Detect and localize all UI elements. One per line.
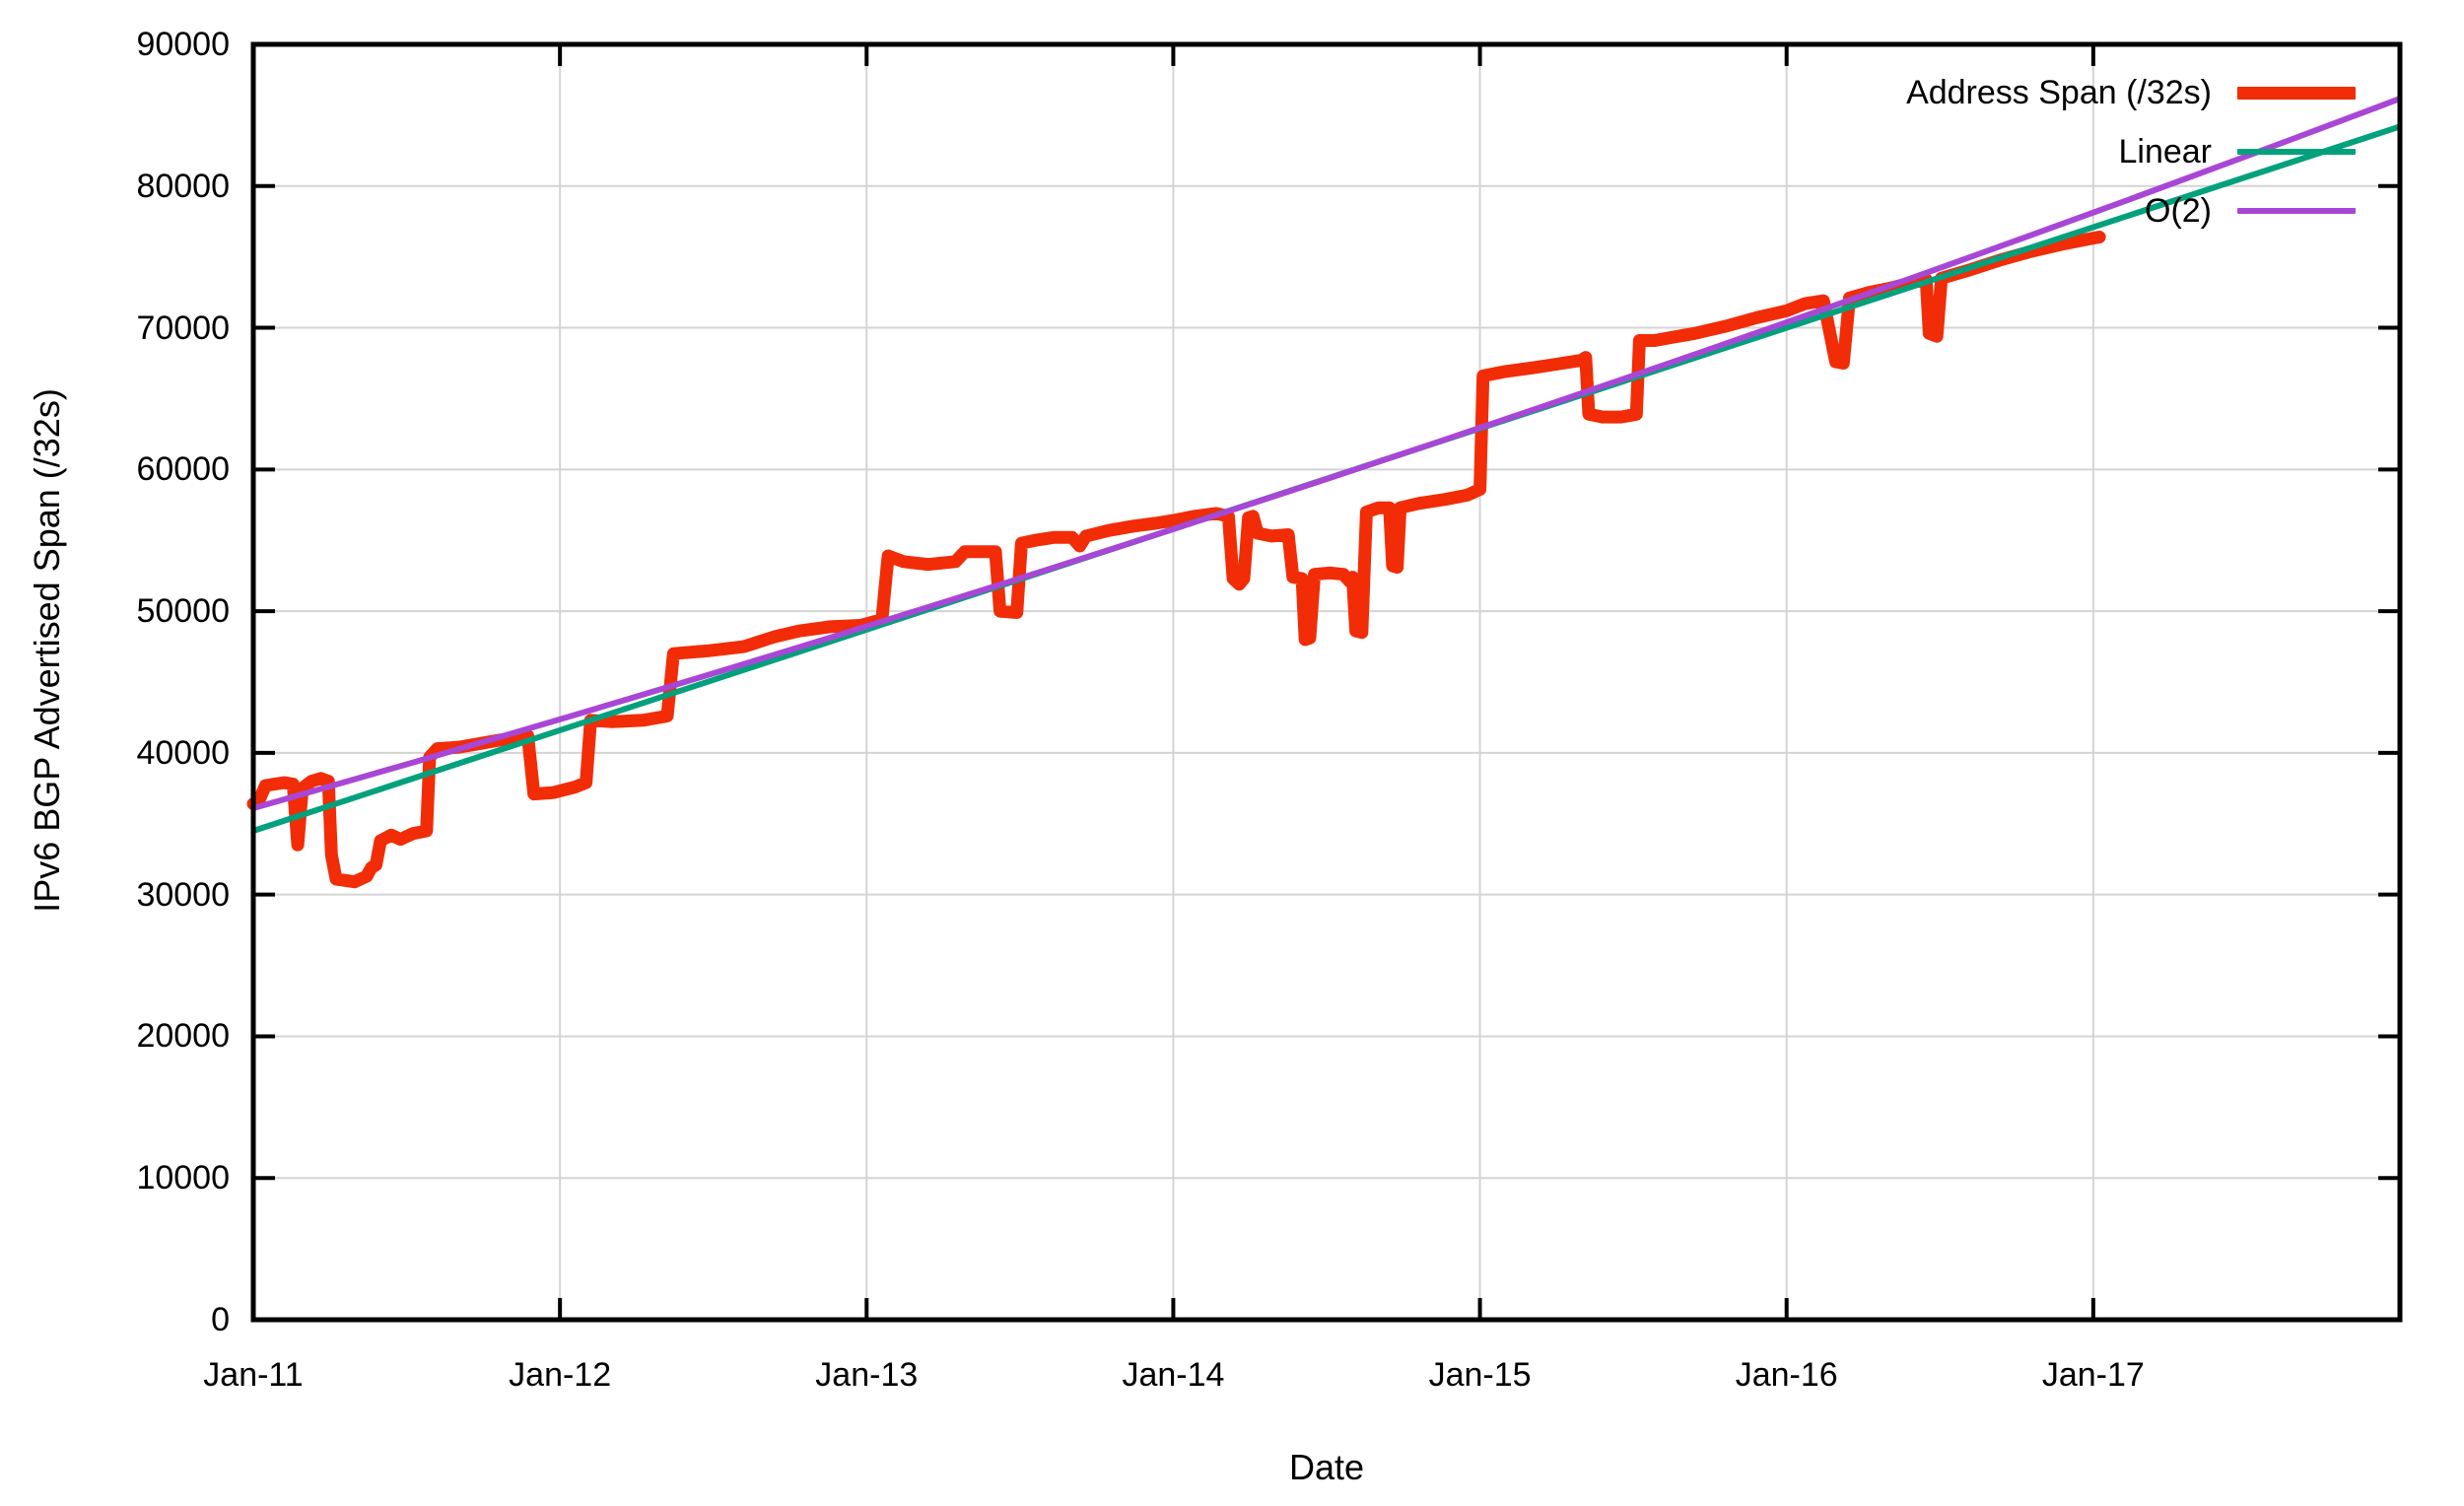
x-tick-label: Jan-14	[1122, 1356, 1225, 1394]
plot-border	[250, 41, 2403, 1323]
series-address-span	[246, 231, 2106, 889]
x-tick-label: Jan-17	[2041, 1356, 2145, 1394]
y-tick-label: 10000	[136, 1159, 230, 1198]
y-tick-label: 50000	[136, 592, 230, 631]
x-tick-label: Jan-15	[1428, 1356, 1532, 1394]
legend-swatch-linear	[2237, 149, 2356, 155]
legend-swatch-o2	[2237, 208, 2356, 214]
y-tick-label: 80000	[136, 167, 230, 205]
x-tick-label: Jan-16	[1735, 1356, 1838, 1394]
legend-swatch-address-span	[2237, 86, 2356, 100]
y-tick-label: 70000	[136, 308, 230, 347]
legend-row-linear: Linear	[1906, 122, 2356, 181]
y-tick-label: 0	[211, 1301, 230, 1338]
x-tick-label: Jan-11	[203, 1356, 304, 1394]
x-tick-label: Jan-12	[509, 1356, 612, 1394]
legend-label-address-span: Address Span (/32s)	[1906, 73, 2212, 111]
legend: Address Span (/32s) Linear O(2)	[1906, 63, 2356, 240]
y-tick-label: 20000	[136, 1017, 230, 1056]
legend-label-o2: O(2)	[2145, 191, 2212, 230]
y-tick-label: 90000	[136, 26, 230, 63]
legend-label-linear: Linear	[2118, 132, 2212, 171]
legend-row-o2: O(2)	[1906, 181, 2356, 240]
y-tick-label: 40000	[136, 733, 230, 772]
legend-row-address-span: Address Span (/32s)	[1906, 63, 2356, 122]
x-axis-title: Date	[1288, 1447, 1365, 1487]
y-tick-label: 30000	[136, 875, 230, 914]
y-axis-title: IPv6 BGP Advertised Span (/32s)	[27, 388, 67, 913]
x-tick-label: Jan-13	[815, 1356, 919, 1394]
y-tick-label: 60000	[136, 450, 230, 489]
series-o2-fit	[252, 96, 2402, 811]
